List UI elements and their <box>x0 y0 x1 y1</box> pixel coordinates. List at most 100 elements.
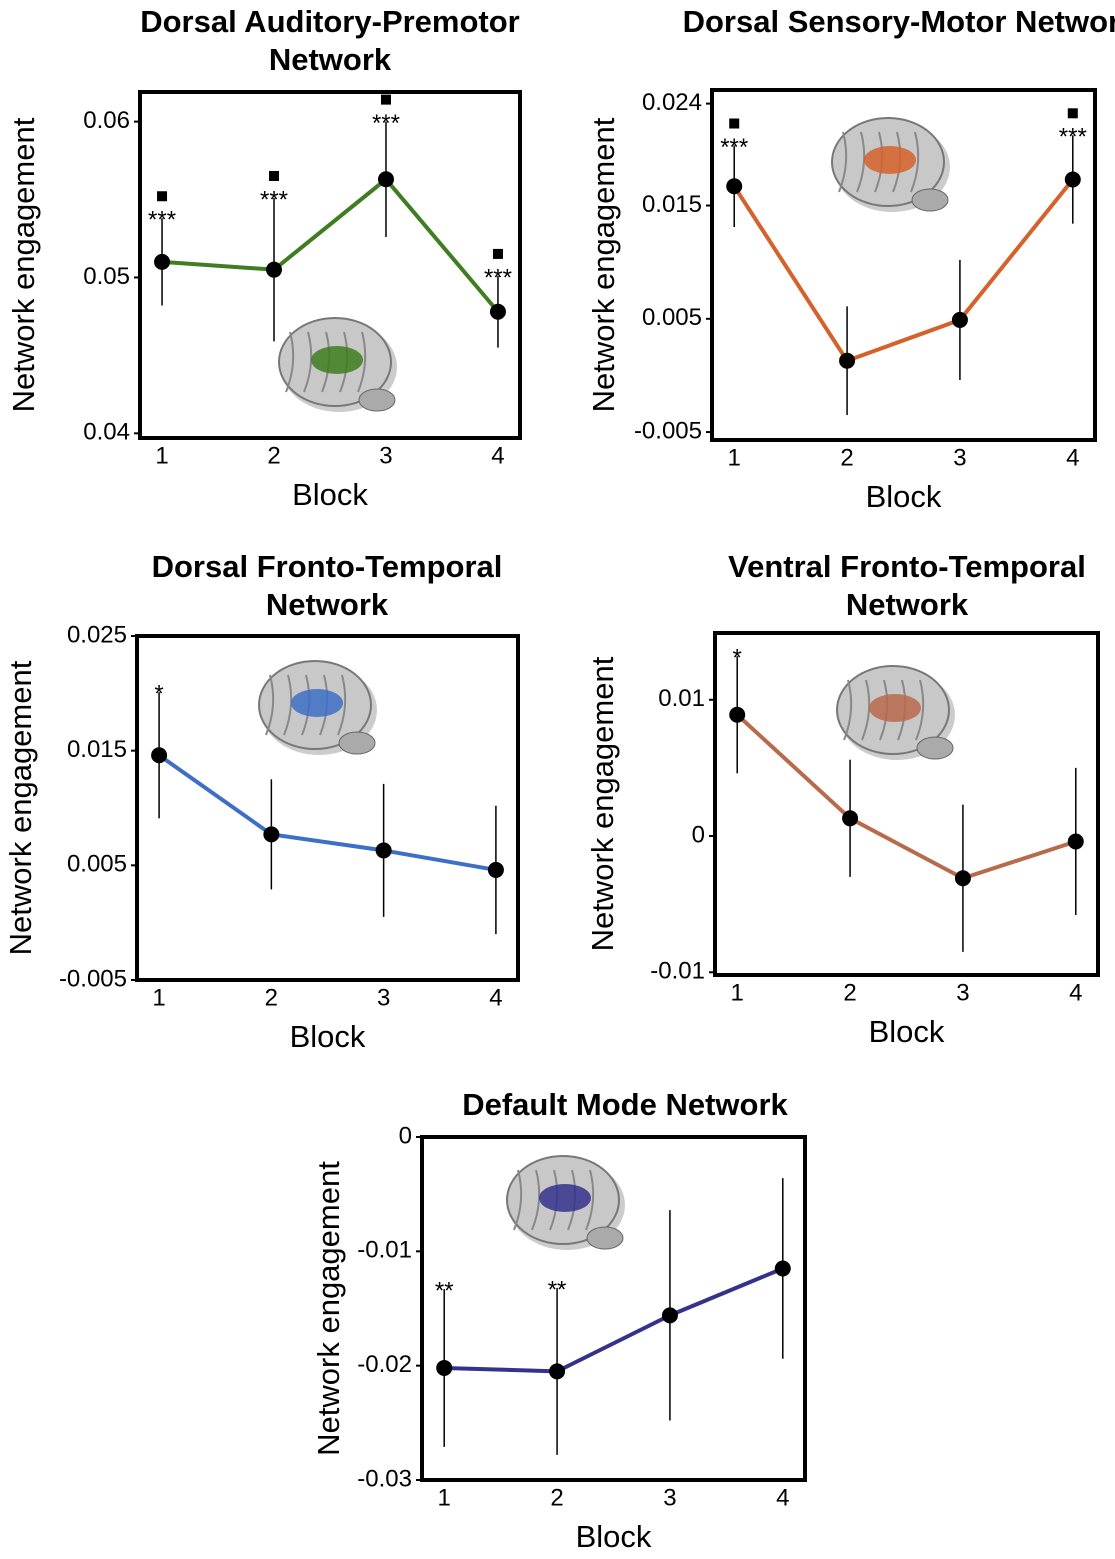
x-axis-label: Block <box>292 477 368 512</box>
brain-fold <box>285 331 295 393</box>
y-tick-label: -0.01 <box>357 1237 412 1264</box>
x-tick-label: 2 <box>265 984 278 1011</box>
point <box>774 1260 791 1277</box>
cerebellum <box>916 736 954 760</box>
significance-label: *** <box>372 110 400 137</box>
chart-title: Dorsal Sensory-Motor Network <box>682 4 1115 39</box>
brain-fold <box>303 331 313 393</box>
y-tick-label: -0.01 <box>650 958 705 985</box>
significance-label: ** <box>548 1276 567 1303</box>
cerebellum <box>358 388 396 412</box>
x-axis-label: Block <box>869 1014 945 1049</box>
significance-label: *** <box>260 186 288 213</box>
brain-fold <box>337 674 347 736</box>
significance-label: * <box>154 681 163 708</box>
significance-label: * <box>733 645 742 672</box>
significance-marker <box>1067 108 1078 119</box>
x-axis-label: Block <box>576 1519 652 1554</box>
x-tick-label: 3 <box>956 979 969 1006</box>
line <box>735 713 1077 881</box>
brain-activation <box>869 694 921 722</box>
x-tick-label: 3 <box>663 1484 676 1511</box>
x-tick-label: 2 <box>843 979 856 1006</box>
point <box>661 1307 678 1324</box>
x-tick-label: 3 <box>379 442 392 469</box>
x-tick-label: 4 <box>1069 979 1082 1006</box>
significance-marker <box>492 248 503 259</box>
significance-label: ** <box>435 1277 454 1304</box>
point <box>489 303 506 320</box>
point <box>266 261 283 278</box>
brain-fold <box>915 679 925 741</box>
x-tick-label: 3 <box>953 444 966 471</box>
point <box>1067 833 1084 850</box>
plot-frame <box>710 88 1097 442</box>
point <box>377 171 394 188</box>
x-tick-label: 4 <box>776 1484 789 1511</box>
point <box>549 1363 566 1380</box>
brain-fold <box>856 131 866 193</box>
point <box>951 311 968 328</box>
significance-marker <box>157 191 168 202</box>
point <box>154 253 171 270</box>
x-tick-label: 1 <box>155 442 168 469</box>
line <box>157 753 497 872</box>
significance-label: *** <box>1059 124 1087 151</box>
x-tick-label: 1 <box>731 979 744 1006</box>
x-tick-label: 2 <box>267 442 280 469</box>
brain-fold <box>513 1169 523 1231</box>
y-tick-label: 0 <box>692 821 705 848</box>
point <box>263 826 280 843</box>
chart-title: Default Mode Network <box>462 1087 788 1122</box>
significance-marker <box>269 170 280 181</box>
brain-activation <box>291 689 343 717</box>
plot-frame <box>420 1135 807 1482</box>
line <box>732 178 1075 364</box>
significance-marker <box>729 118 740 129</box>
brain-fold <box>531 1169 541 1231</box>
y-tick-label: 0 <box>399 1122 412 1149</box>
point <box>839 352 856 369</box>
y-axis-label: Network engagement <box>6 117 41 412</box>
brain-activation <box>311 346 363 374</box>
chart-title: Dorsal Auditory-Premotor Network <box>140 4 520 77</box>
x-tick-label: 4 <box>1066 444 1079 471</box>
x-tick-label: 2 <box>840 444 853 471</box>
point <box>726 178 743 195</box>
significance-marker <box>380 94 391 105</box>
cerebellum <box>911 188 949 212</box>
y-tick-label: 0.005 <box>67 851 127 878</box>
plot-frame <box>138 90 522 440</box>
y-tick-label: 0.05 <box>83 263 130 290</box>
point <box>375 842 392 859</box>
x-tick-label: 1 <box>152 984 165 1011</box>
brain-fold <box>843 679 853 741</box>
line <box>161 176 500 314</box>
y-tick-label: 0.04 <box>83 419 130 446</box>
y-axis-label: Network engagement <box>585 656 620 951</box>
brain-fold <box>861 679 871 741</box>
x-tick-label: 3 <box>377 984 390 1011</box>
y-tick-label: -0.005 <box>634 417 702 444</box>
point <box>151 747 168 764</box>
point <box>842 810 859 827</box>
cerebellum <box>586 1226 624 1250</box>
chart-title: Ventral Fronto-Temporal Network <box>728 549 1086 622</box>
x-tick-label: 2 <box>550 1484 563 1511</box>
y-tick-label: 0.01 <box>658 685 705 712</box>
y-tick-label: 0.015 <box>642 191 702 218</box>
brain-activation <box>539 1184 591 1212</box>
x-tick-label: 1 <box>438 1484 451 1511</box>
cerebellum <box>338 731 376 755</box>
x-axis-label: Block <box>290 1019 366 1054</box>
brain-fold <box>585 1169 595 1231</box>
y-tick-label: 0.024 <box>642 89 702 116</box>
plot-frame <box>713 631 1100 977</box>
brain-fold <box>838 131 848 193</box>
significance-label: *** <box>148 207 176 234</box>
point <box>436 1359 453 1376</box>
plot-frame <box>135 634 520 982</box>
point <box>729 706 746 723</box>
